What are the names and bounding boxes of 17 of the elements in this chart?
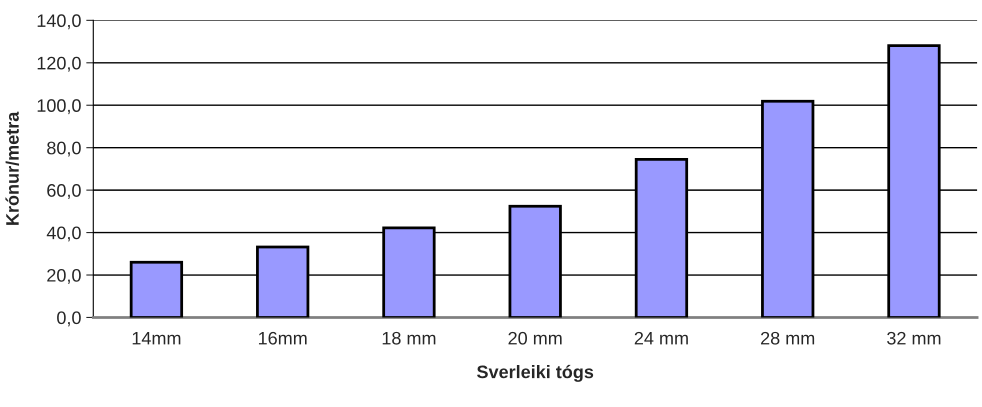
x-axis-title: Sverleiki tógs (477, 364, 594, 382)
y-tick-label: 100,0 (38, 99, 81, 114)
x-tick-label: 32 mm (887, 332, 940, 345)
y-tick-label: 0,0 (57, 311, 81, 326)
x-tick-label: 16mm (258, 332, 307, 345)
x-tick-label: 24 mm (634, 332, 688, 344)
y-tick-label: 20,0 (47, 268, 81, 284)
y-tick-label: 60,0 (47, 184, 81, 199)
x-tick-label: 18 mm (382, 332, 436, 345)
y-tick-label: 80,0 (47, 142, 81, 157)
y-axis-title: Krónur/metra (5, 112, 20, 225)
y-tick-label: 120,0 (38, 56, 81, 72)
y-tick-label: 40,0 (46, 226, 81, 242)
y-tick-label: 140,0 (38, 14, 81, 30)
x-tick-label: 14mm (132, 332, 180, 344)
x-tick-label: 28 mm (761, 332, 814, 345)
x-tick-label: 20 mm (508, 332, 562, 345)
